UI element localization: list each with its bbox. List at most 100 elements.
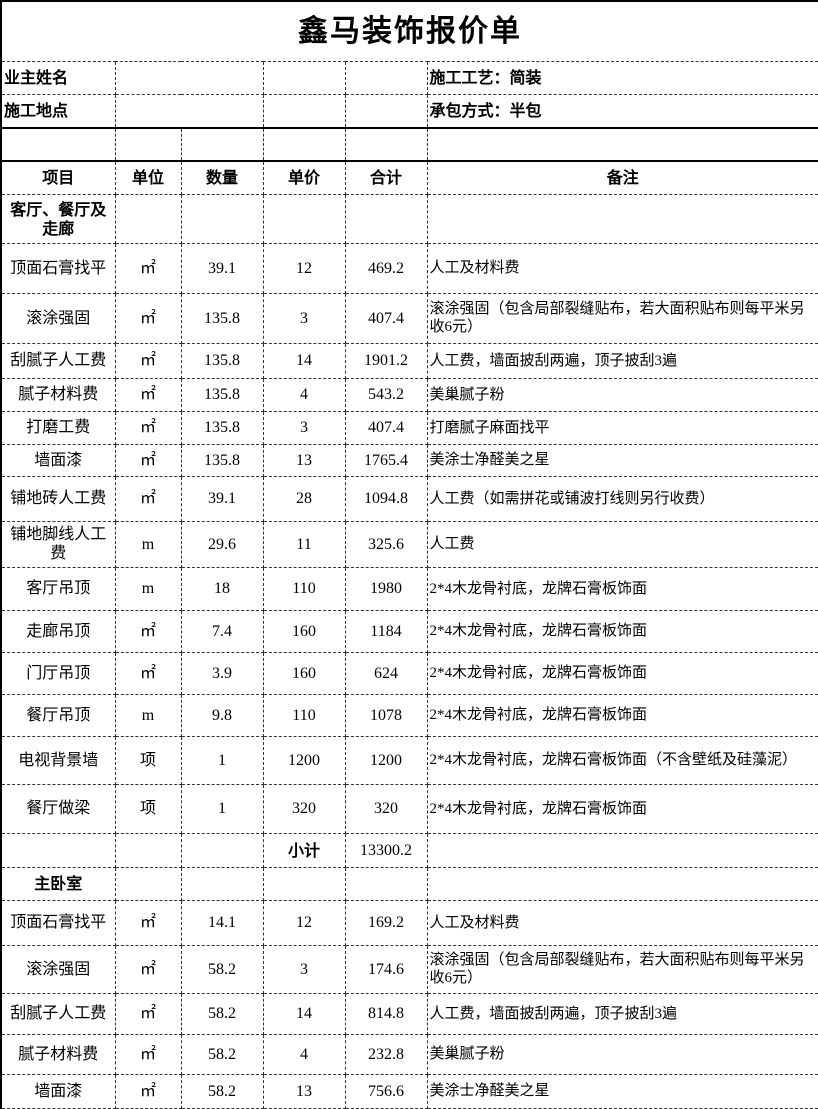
blank-cell[interactable] [262,193,346,244]
blank-cell[interactable] [180,127,264,162]
unit-price-cell[interactable]: 28 [262,475,346,522]
quantity-cell[interactable]: 9.8 [180,693,264,737]
quantity-cell[interactable]: 135.8 [180,342,264,379]
total-cell[interactable]: 814.8 [344,992,428,1035]
unit-price-cell[interactable]: 12 [262,899,346,946]
note-cell[interactable]: 2*4木龙骨衬底，龙牌石膏板饰面 [426,651,818,695]
item-name-cell[interactable]: 走廊吊顶 [0,609,116,653]
total-cell[interactable]: 543.2 [344,377,428,412]
blank-cell[interactable] [114,127,182,162]
total-cell[interactable]: 320 [344,783,428,834]
item-name-cell[interactable]: 腻子材料费 [0,377,116,412]
unit-price-cell[interactable]: 13 [262,443,346,477]
total-cell[interactable]: 624 [344,651,428,695]
unit-cell[interactable]: ㎡ [114,899,182,946]
total-cell[interactable]: 1078 [344,693,428,737]
unit-price-cell[interactable]: 3 [262,292,346,344]
item-name-cell[interactable]: 客厅吊顶 [0,566,116,611]
unit-price-cell[interactable]: 12 [262,242,346,294]
unit-cell[interactable]: ㎡ [114,342,182,379]
unit-cell[interactable]: m [114,566,182,611]
unit-cell[interactable]: ㎡ [114,944,182,994]
blank-cell[interactable] [0,832,116,868]
item-name-cell[interactable]: 墙面漆 [0,1073,116,1109]
quantity-cell[interactable]: 58.2 [180,1073,264,1109]
blank-cell[interactable] [114,832,182,868]
quantity-cell[interactable]: 29.6 [180,520,264,568]
item-name-cell[interactable]: 电视背景墙 [0,735,116,785]
note-cell[interactable]: 2*4木龙骨衬底，龙牌石膏板饰面 [426,693,818,737]
unit-price-cell[interactable]: 320 [262,783,346,834]
quantity-cell[interactable]: 135.8 [180,443,264,477]
item-name-cell[interactable]: 铺地砖人工费 [0,475,116,522]
unit-cell[interactable]: ㎡ [114,410,182,445]
unit-price-cell[interactable]: 1200 [262,735,346,785]
note-cell[interactable]: 人工及材料费 [426,899,818,946]
note-cell[interactable]: 美巢腻子粉 [426,377,818,412]
blank-cell[interactable] [344,127,428,162]
quantity-cell[interactable]: 58.2 [180,992,264,1035]
total-cell[interactable]: 1901.2 [344,342,428,379]
blank-cell[interactable] [426,866,818,901]
owner-name-cell[interactable] [114,60,264,95]
quantity-cell[interactable]: 14.1 [180,899,264,946]
unit-cell[interactable]: ㎡ [114,475,182,522]
blank-cell[interactable] [344,193,428,244]
note-cell[interactable]: 人工费（如需拼花或铺波打线则另行收费） [426,475,818,522]
total-cell[interactable]: 756.6 [344,1073,428,1109]
quantity-cell[interactable]: 58.2 [180,944,264,994]
blank-cell[interactable] [262,866,346,901]
unit-price-cell[interactable]: 14 [262,992,346,1035]
unit-cell[interactable]: ㎡ [114,443,182,477]
blank-cell[interactable] [180,866,264,901]
note-cell[interactable]: 美涂士净醛美之星 [426,1073,818,1109]
item-name-cell[interactable]: 滚涂强固 [0,944,116,994]
total-cell[interactable]: 407.4 [344,410,428,445]
unit-price-cell[interactable]: 3 [262,944,346,994]
quantity-cell[interactable]: 3.9 [180,651,264,695]
quantity-cell[interactable]: 39.1 [180,475,264,522]
item-name-cell[interactable]: 铺地脚线人工费 [0,520,116,568]
unit-price-cell[interactable]: 3 [262,410,346,445]
quantity-cell[interactable]: 1 [180,783,264,834]
note-cell[interactable]: 人工费，墙面披刮两遍，顶子披刮3遍 [426,992,818,1035]
quantity-cell[interactable]: 58.2 [180,1033,264,1075]
item-name-cell[interactable]: 墙面漆 [0,443,116,477]
blank-cell[interactable] [180,193,264,244]
unit-cell[interactable]: 项 [114,735,182,785]
unit-cell[interactable]: m [114,693,182,737]
note-cell[interactable]: 美涂士净醛美之星 [426,443,818,477]
quantity-cell[interactable]: 135.8 [180,410,264,445]
total-cell[interactable]: 1094.8 [344,475,428,522]
unit-cell[interactable]: ㎡ [114,651,182,695]
blank-cell[interactable] [262,127,346,162]
note-cell[interactable]: 打磨腻子麻面找平 [426,410,818,445]
item-name-cell[interactable]: 刮腻子人工费 [0,342,116,379]
unit-price-cell[interactable]: 110 [262,566,346,611]
blank-cell[interactable] [114,866,182,901]
unit-price-cell[interactable]: 4 [262,1033,346,1075]
item-name-cell[interactable]: 餐厅做梁 [0,783,116,834]
blank-cell[interactable] [344,93,428,129]
unit-cell[interactable]: ㎡ [114,1033,182,1075]
unit-cell[interactable]: m [114,520,182,568]
note-cell[interactable]: 2*4木龙骨衬底，龙牌石膏板饰面 [426,566,818,611]
total-cell[interactable]: 325.6 [344,520,428,568]
blank-cell[interactable] [426,832,818,868]
unit-price-cell[interactable]: 160 [262,651,346,695]
unit-cell[interactable]: ㎡ [114,242,182,294]
unit-price-cell[interactable]: 14 [262,342,346,379]
note-cell[interactable]: 2*4木龙骨衬底，龙牌石膏板饰面 [426,783,818,834]
note-cell[interactable]: 人工费，墙面披刮两遍，顶子披刮3遍 [426,342,818,379]
unit-price-cell[interactable]: 13 [262,1073,346,1109]
blank-cell[interactable] [426,127,818,162]
item-name-cell[interactable]: 滚涂强固 [0,292,116,344]
note-cell[interactable]: 2*4木龙骨衬底，龙牌石膏板饰面（不含壁纸及硅藻泥） [426,735,818,785]
quantity-cell[interactable]: 135.8 [180,292,264,344]
item-name-cell[interactable]: 餐厅吊顶 [0,693,116,737]
total-cell[interactable]: 1980 [344,566,428,611]
quantity-cell[interactable]: 135.8 [180,377,264,412]
unit-price-cell[interactable]: 110 [262,693,346,737]
item-name-cell[interactable]: 打磨工费 [0,410,116,445]
item-name-cell[interactable]: 顶面石膏找平 [0,899,116,946]
